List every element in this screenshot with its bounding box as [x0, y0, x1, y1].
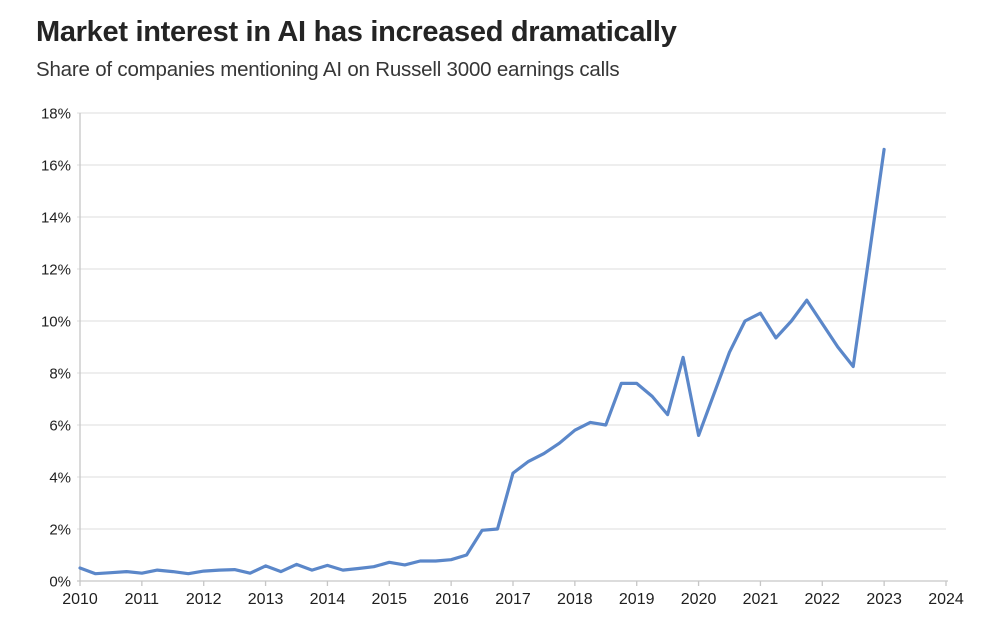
x-axis-label: 2020 — [681, 591, 717, 608]
y-axis-label: 0% — [49, 573, 71, 590]
y-axis-label: 14% — [41, 209, 71, 226]
y-axis-label: 18% — [41, 105, 71, 122]
data-series-line — [78, 147, 886, 576]
x-axis-label: 2022 — [804, 591, 840, 608]
x-axis-label: 2023 — [866, 591, 902, 608]
y-axis-label: 10% — [41, 313, 71, 330]
x-axis-label: 2013 — [248, 591, 284, 608]
x-axis-label: 2021 — [743, 591, 779, 608]
x-axis-label: 2024 — [928, 591, 964, 608]
x-axis-label: 2012 — [186, 591, 222, 608]
y-axis-label: 8% — [49, 365, 71, 382]
x-axis-label: 2018 — [557, 591, 593, 608]
x-axis-label: 2015 — [371, 591, 407, 608]
x-axis-label: 2010 — [62, 591, 98, 608]
y-axis-label: 12% — [41, 261, 71, 278]
y-axis-label: 6% — [49, 417, 71, 434]
chart-title: Market interest in AI has increased dram… — [36, 16, 677, 48]
y-axis-label: 4% — [49, 469, 71, 486]
y-axis-label: 16% — [41, 157, 71, 174]
x-axis-label: 2016 — [433, 591, 469, 608]
x-axis-label: 2017 — [495, 591, 531, 608]
x-axis-label: 2014 — [310, 591, 346, 608]
chart-header: Market interest in AI has increased dram… — [36, 16, 966, 82]
x-axis-label: 2011 — [125, 591, 160, 608]
chart-subtitle: Share of companies mentioning AI on Russ… — [36, 58, 620, 82]
x-axis-label: 2019 — [619, 591, 655, 608]
y-axis-label: 2% — [49, 521, 71, 538]
